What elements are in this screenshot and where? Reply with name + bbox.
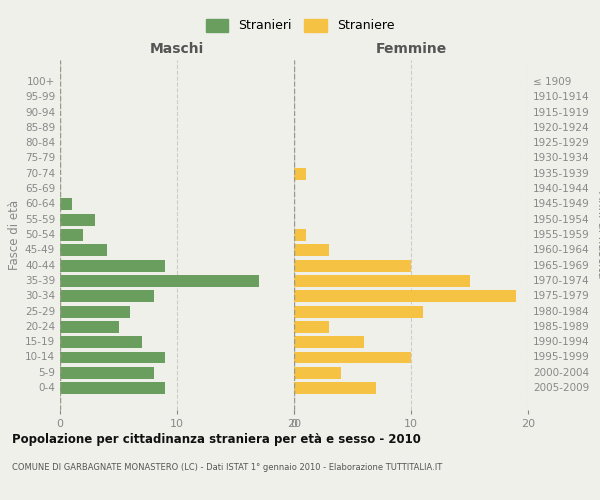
Bar: [294, 168, 306, 179]
Bar: [60, 321, 119, 333]
Bar: [294, 275, 470, 287]
Text: COMUNE DI GARBAGNATE MONASTERO (LC) - Dati ISTAT 1° gennaio 2010 - Elaborazione : COMUNE DI GARBAGNATE MONASTERO (LC) - Da…: [12, 463, 442, 472]
Y-axis label: Anni di nascita: Anni di nascita: [595, 192, 600, 278]
Bar: [60, 260, 166, 272]
Title: Maschi: Maschi: [150, 42, 204, 56]
Bar: [294, 260, 411, 272]
Bar: [60, 306, 130, 318]
Bar: [60, 198, 72, 210]
Legend: Stranieri, Straniere: Stranieri, Straniere: [201, 14, 399, 38]
Bar: [60, 336, 142, 348]
Bar: [294, 306, 423, 318]
Bar: [294, 367, 341, 379]
Bar: [60, 382, 166, 394]
Bar: [60, 352, 166, 364]
Bar: [294, 382, 376, 394]
Bar: [60, 214, 95, 226]
Bar: [60, 367, 154, 379]
Y-axis label: Fasce di età: Fasce di età: [8, 200, 21, 270]
Bar: [294, 244, 329, 256]
Bar: [60, 290, 154, 302]
Bar: [294, 290, 516, 302]
Bar: [294, 321, 329, 333]
Bar: [60, 275, 259, 287]
Bar: [294, 229, 306, 241]
Bar: [294, 336, 364, 348]
Bar: [60, 229, 83, 241]
Text: Popolazione per cittadinanza straniera per età e sesso - 2010: Popolazione per cittadinanza straniera p…: [12, 432, 421, 446]
Bar: [294, 352, 411, 364]
Title: Femmine: Femmine: [376, 42, 446, 56]
Bar: [60, 244, 107, 256]
